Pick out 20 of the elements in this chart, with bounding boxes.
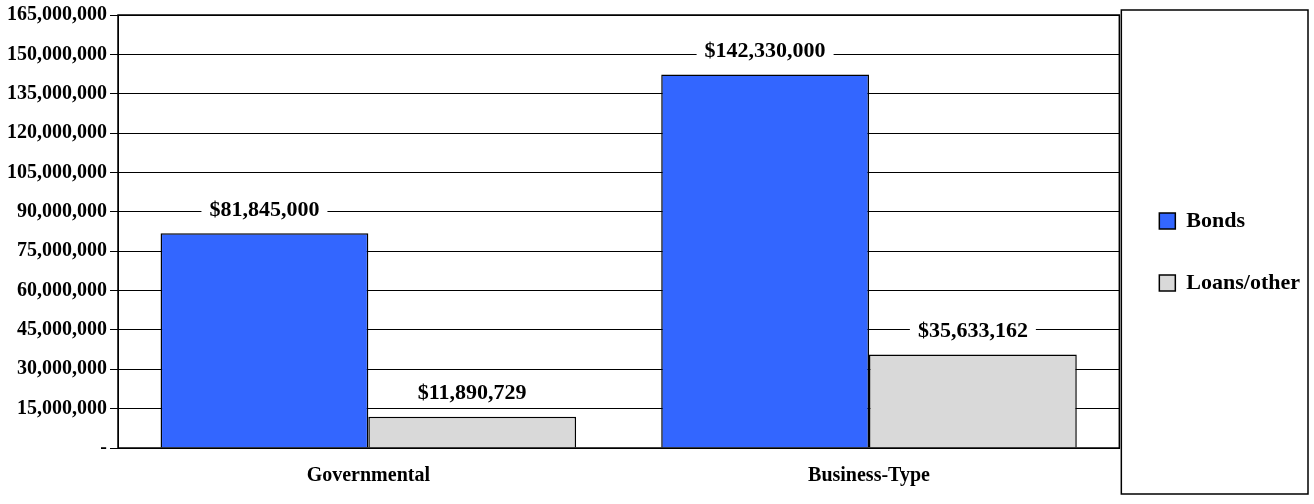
x-tick-label: Governmental	[306, 463, 431, 486]
legend-label: Loans/other	[1186, 268, 1301, 294]
data-label: $11,890,729	[417, 379, 527, 405]
legend-label: Bonds	[1186, 206, 1246, 232]
y-tick-label: 15,000,000	[17, 395, 107, 418]
y-tick-label: 165,000,000	[7, 2, 107, 25]
y-tick-label: 150,000,000	[7, 41, 107, 64]
y-tick-label: 105,000,000	[7, 159, 107, 182]
data-label: $81,845,000	[209, 195, 320, 221]
data-label: $35,633,162	[917, 317, 1028, 343]
y-tick-label: 60,000,000	[17, 277, 107, 300]
x-tick-label: Business-Type	[808, 463, 931, 487]
data-label: $142,330,000	[704, 37, 826, 63]
y-tick-label: -	[100, 435, 107, 458]
y-tick-label: 120,000,000	[7, 120, 107, 143]
y-tick-label: 30,000,000	[17, 356, 107, 379]
y-tick-label: 135,000,000	[7, 80, 107, 103]
y-tick-label: 45,000,000	[17, 317, 107, 340]
y-tick-label: 90,000,000	[17, 198, 107, 221]
y-tick-label: 75,000,000	[17, 238, 107, 261]
